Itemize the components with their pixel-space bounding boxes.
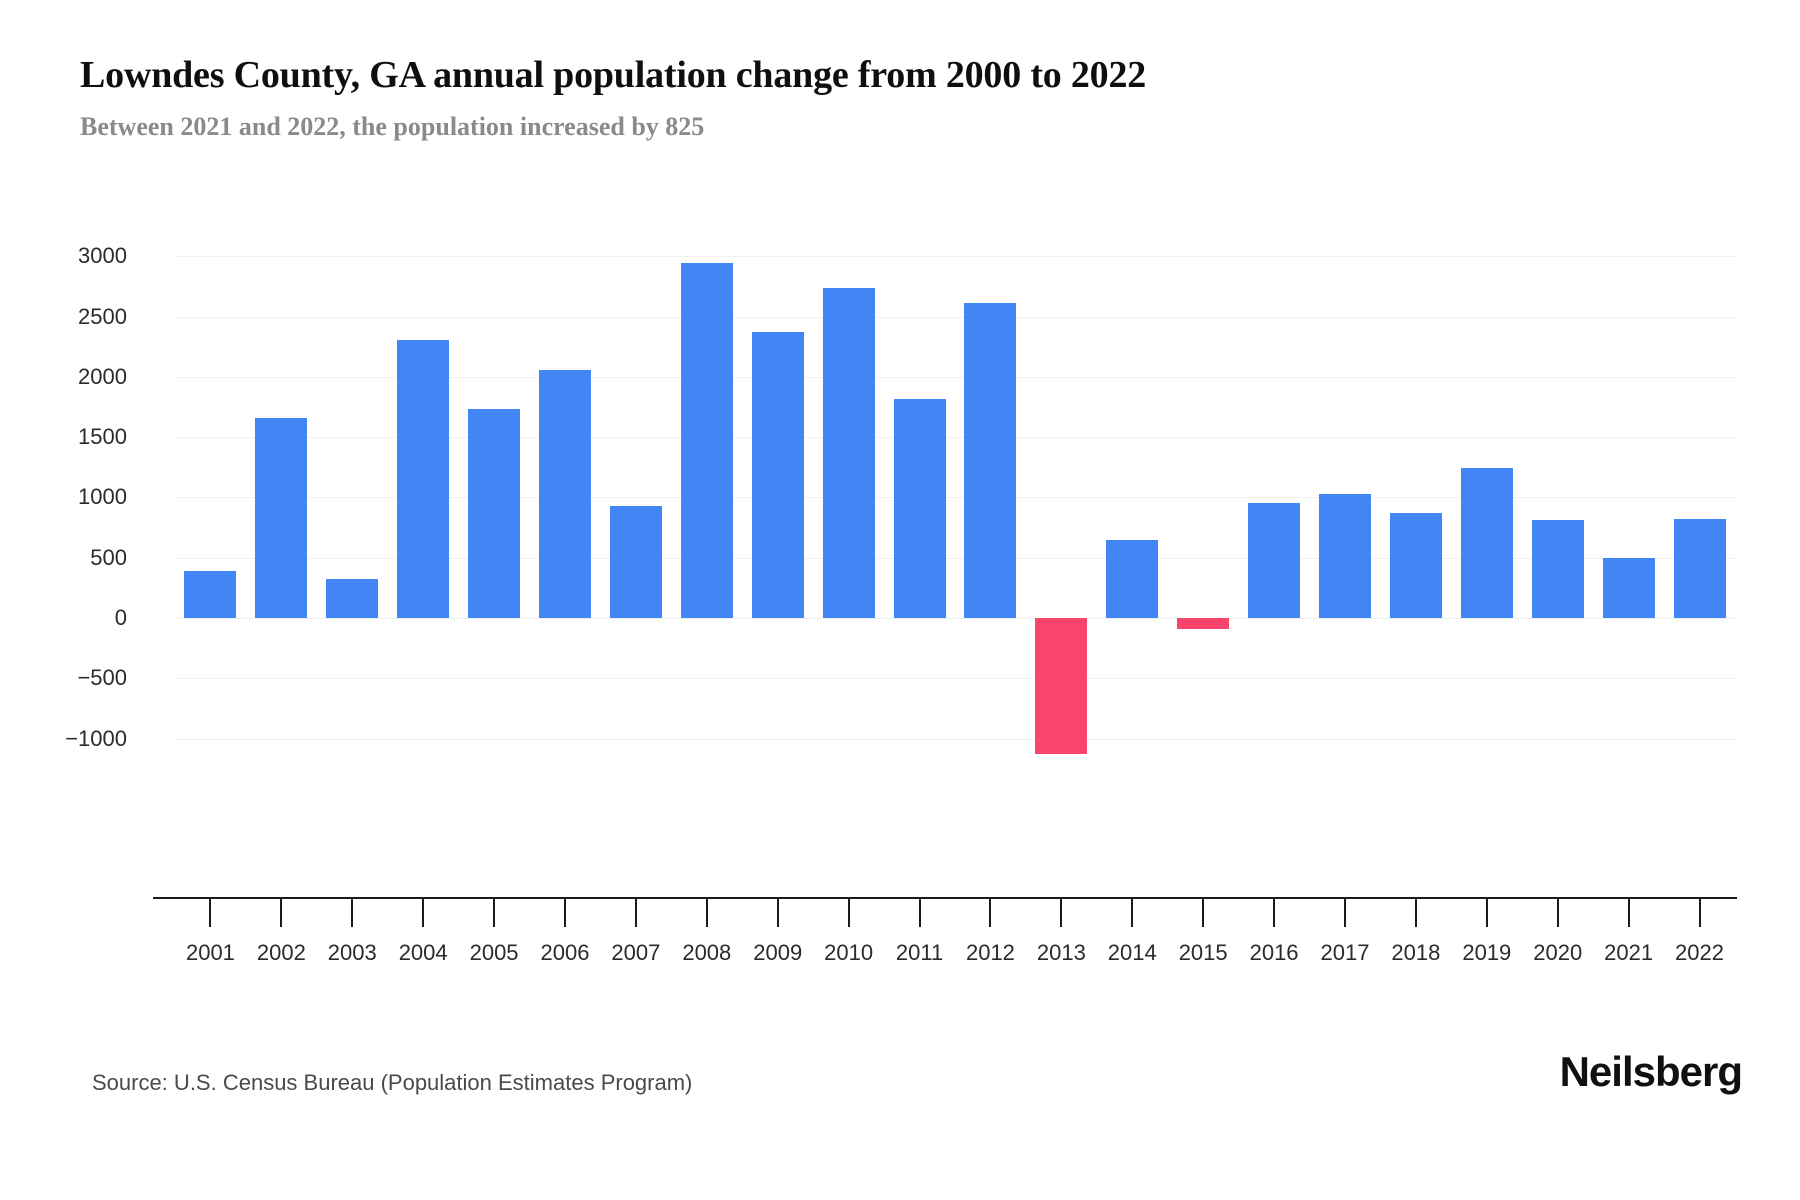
bar-2006[interactable] (539, 370, 591, 618)
bar-2001[interactable] (184, 570, 237, 618)
bar-2013[interactable] (1035, 618, 1088, 755)
bar-2018[interactable] (1389, 513, 1442, 618)
bar-2004[interactable] (397, 340, 450, 618)
chart-header: Lowndes County, GA annual population cha… (80, 54, 1720, 142)
y-axis-tick-label: −1000 (65, 725, 127, 751)
y-axis-tick-label: 0 (114, 605, 127, 630)
y-axis-tick-label: 3000 (78, 243, 127, 269)
x-axis-line (153, 897, 1737, 899)
bar-2011[interactable] (893, 399, 946, 618)
gridline (175, 497, 1735, 499)
bar-2009[interactable] (751, 332, 804, 618)
bar-2016[interactable] (1248, 502, 1301, 618)
x-axis-label-2021: 2021 (1604, 940, 1654, 965)
x-axis-tick (705, 899, 708, 927)
x-axis-tick (1344, 899, 1346, 927)
zero-gridline (175, 618, 1735, 619)
gridline (175, 738, 1735, 740)
x-axis-label-2019: 2019 (1462, 940, 1512, 965)
bar-2015[interactable] (1177, 618, 1230, 629)
x-axis-tick (1131, 899, 1134, 927)
x-axis-tick (847, 899, 850, 927)
x-axis-tick (1485, 899, 1488, 927)
brand-logo: Neilsberg (1559, 1048, 1743, 1095)
x-axis-tick (1273, 899, 1276, 927)
chart-subtitle: Between 2021 and 2022, the population in… (80, 111, 705, 141)
x-axis-label-2013: 2013 (1036, 940, 1086, 965)
y-axis-tick-label: 500 (90, 544, 127, 570)
x-axis-label-2020: 2020 (1533, 940, 1583, 965)
x-axis-tick (1060, 899, 1063, 927)
x-axis-tick (989, 899, 992, 927)
x-axis-tick (209, 899, 212, 927)
page-title: Lowndes County, GA annual population cha… (80, 54, 1147, 96)
bar-series (175, 0, 1735, 1200)
gridline (175, 256, 1735, 258)
source-note: Source: U.S. Census Bureau (Population E… (92, 1070, 693, 1095)
x-axis-tick (1698, 899, 1701, 927)
x-axis-tick (1202, 899, 1205, 927)
x-axis-label-2022: 2022 (1675, 940, 1724, 965)
x-axis-label-2005: 2005 (469, 940, 519, 965)
x-axis-tick (1556, 899, 1559, 927)
x-axis-label-2007: 2007 (611, 940, 661, 965)
y-axis-tick-label: −500 (77, 665, 127, 691)
x-axis-label-2001: 2001 (185, 940, 235, 965)
x-axis-label-2015: 2015 (1178, 940, 1228, 965)
y-axis-tick-label: 1500 (78, 424, 127, 450)
bar-2022[interactable] (1673, 518, 1726, 618)
bar-2017[interactable] (1319, 493, 1371, 618)
plot-grid: 3000 2500 2000 1500 1000 500 0 −500 −1000 (65, 243, 1735, 785)
x-axis-tick (776, 899, 779, 927)
x-axis-label-2014: 2014 (1107, 940, 1157, 965)
x-axis-label-2017: 2017 (1320, 940, 1370, 965)
bar-2007[interactable] (609, 505, 662, 618)
bar-2014[interactable] (1106, 540, 1159, 618)
x-axis-tick (918, 899, 921, 927)
x-axis-tick (564, 899, 566, 927)
bar-2021[interactable] (1602, 557, 1655, 618)
bar-2010[interactable] (822, 287, 875, 618)
x-axis-label-2018: 2018 (1391, 940, 1441, 965)
bar-2012[interactable] (964, 302, 1017, 618)
bar-2003[interactable] (326, 579, 379, 618)
y-axis-tick-label: 2000 (78, 363, 127, 389)
x-axis-tick (1627, 899, 1630, 927)
bar-2008[interactable] (680, 262, 733, 618)
x-axis-tick (351, 899, 354, 927)
x-axis-tick (280, 899, 283, 927)
x-axis-tick (493, 899, 496, 927)
x-axis-label-2004: 2004 (398, 940, 448, 965)
x-axis-tick (634, 899, 637, 927)
x-axis-label-2011: 2011 (895, 940, 944, 965)
gridline (175, 678, 1735, 680)
x-axis-tick (422, 899, 425, 927)
bar-2019[interactable] (1460, 468, 1513, 618)
y-axis-tick-label: 2500 (78, 303, 127, 329)
x-axis-label-2008: 2008 (682, 940, 732, 965)
gridline (175, 557, 1735, 559)
x-axis-label-2003: 2003 (327, 940, 377, 965)
gridline (175, 437, 1735, 439)
bar-2005[interactable] (468, 408, 521, 618)
bar-2002[interactable] (255, 418, 308, 618)
x-axis-label-2006: 2006 (540, 940, 590, 965)
gridline (175, 316, 1735, 318)
bar-2020[interactable] (1531, 520, 1584, 618)
x-axis-label-2016: 2016 (1249, 940, 1299, 965)
gridline (175, 376, 1735, 378)
x-axis-tick (1414, 899, 1417, 927)
x-axis-label-2012: 2012 (965, 940, 1015, 965)
y-axis-tick-label: 1000 (78, 484, 127, 510)
x-axis-label-2009: 2009 (753, 940, 803, 965)
x-axis-label-2002: 2002 (256, 940, 306, 965)
x-axis-label-2010: 2010 (824, 940, 874, 965)
